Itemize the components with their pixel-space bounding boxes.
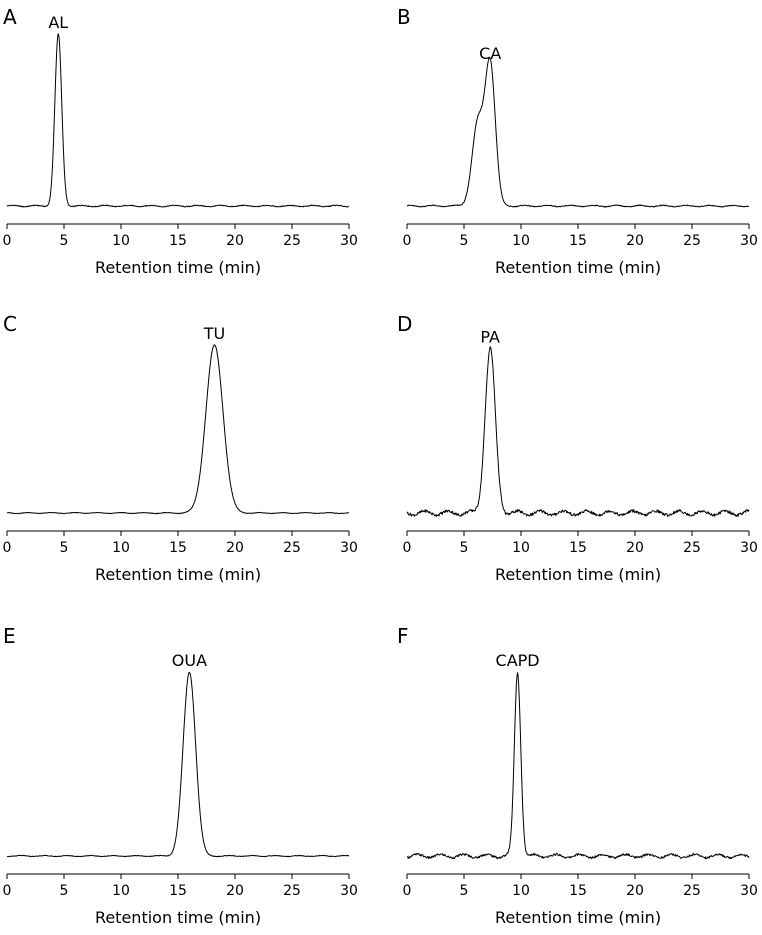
x-tick-label: 15 [169, 540, 187, 556]
x-tick-label: 30 [340, 233, 358, 249]
x-tick-label: 30 [740, 540, 758, 556]
panel-letter: B [397, 5, 411, 29]
x-tick-label: 20 [626, 233, 644, 249]
x-tick-label: 0 [403, 540, 412, 556]
x-tick-label: 15 [569, 883, 587, 899]
chromatogram-trace [6, 33, 350, 208]
x-tick-label: 20 [226, 233, 244, 249]
x-tick-label: 15 [569, 233, 587, 249]
x-tick-label: 15 [169, 883, 187, 899]
chromatogram-trace [406, 346, 750, 517]
chromatogram-trace [6, 344, 350, 515]
x-tick-label: 5 [60, 883, 69, 899]
x-tick-label: 30 [340, 540, 358, 556]
x-tick-label: 10 [512, 883, 530, 899]
x-tick-label: 25 [283, 883, 301, 899]
x-tick-label: 25 [683, 883, 701, 899]
x-axis-label: Retention time (min) [495, 565, 661, 584]
x-tick-label: 20 [226, 883, 244, 899]
x-tick-label: 15 [569, 540, 587, 556]
chart-panel-c: C 0 5 10 15 20 25 30 Retention time (min) TU [3, 312, 358, 584]
x-tick-label: 10 [512, 540, 530, 556]
chart-panel-d: D 0 5 10 15 20 25 30 Retention time (min) PA [397, 312, 758, 584]
x-tick-label: 20 [626, 883, 644, 899]
x-axis-label: Retention time (min) [95, 258, 261, 277]
x-tick-label: 25 [683, 540, 701, 556]
chromatogram-trace [406, 672, 750, 860]
x-tick-label: 10 [112, 233, 130, 249]
x-tick-label: 10 [112, 883, 130, 899]
x-tick-label: 10 [112, 540, 130, 556]
x-tick-label: 25 [283, 540, 301, 556]
x-tick-label: 30 [340, 883, 358, 899]
x-tick-label: 30 [740, 233, 758, 249]
x-tick-label: 25 [283, 233, 301, 249]
x-axis-label: Retention time (min) [495, 258, 661, 277]
peak-label: AL [48, 13, 68, 32]
x-tick-label: 5 [460, 233, 469, 249]
chromatogram-trace [406, 56, 750, 208]
peak-label: TU [203, 324, 225, 343]
peak-label: CA [479, 44, 501, 63]
peak-label: CAPD [496, 651, 540, 670]
x-tick-label: 0 [403, 233, 412, 249]
x-tick-label: 0 [403, 883, 412, 899]
x-tick-label: 0 [3, 883, 12, 899]
panel-letter: C [3, 312, 17, 336]
panel-letter: F [397, 624, 409, 648]
x-axis-label: Retention time (min) [95, 565, 261, 584]
chromatogram-trace [6, 671, 350, 858]
x-tick-label: 25 [683, 233, 701, 249]
x-tick-label: 5 [60, 540, 69, 556]
chart-panel-b: B 0 5 10 15 20 25 30 Retention time (min) CA [397, 5, 758, 277]
peak-label: OUA [172, 651, 207, 670]
chart-panel-a: A 0 5 10 15 20 25 30 Retention time (min) AL [3, 5, 358, 277]
x-tick-label: 30 [740, 883, 758, 899]
chart-panel-e: E 0 5 10 15 20 25 30 Retention time (min) OUA [3, 624, 358, 927]
x-axis-label: Retention time (min) [495, 908, 661, 927]
panel-letter: A [3, 5, 17, 29]
x-tick-label: 0 [3, 540, 12, 556]
x-tick-label: 5 [460, 883, 469, 899]
x-tick-label: 5 [60, 233, 69, 249]
x-tick-label: 15 [169, 233, 187, 249]
x-tick-label: 5 [460, 540, 469, 556]
x-tick-label: 20 [626, 540, 644, 556]
x-tick-label: 10 [512, 233, 530, 249]
chart-panel-f: F 0 5 10 15 20 25 30 Retention time (min) CAPD [397, 624, 758, 927]
peak-label: PA [480, 328, 500, 347]
panel-letter: E [3, 624, 16, 648]
panel-letter: D [397, 312, 412, 336]
x-tick-label: 0 [3, 233, 12, 249]
x-tick-label: 20 [226, 540, 244, 556]
x-axis-label: Retention time (min) [95, 908, 261, 927]
